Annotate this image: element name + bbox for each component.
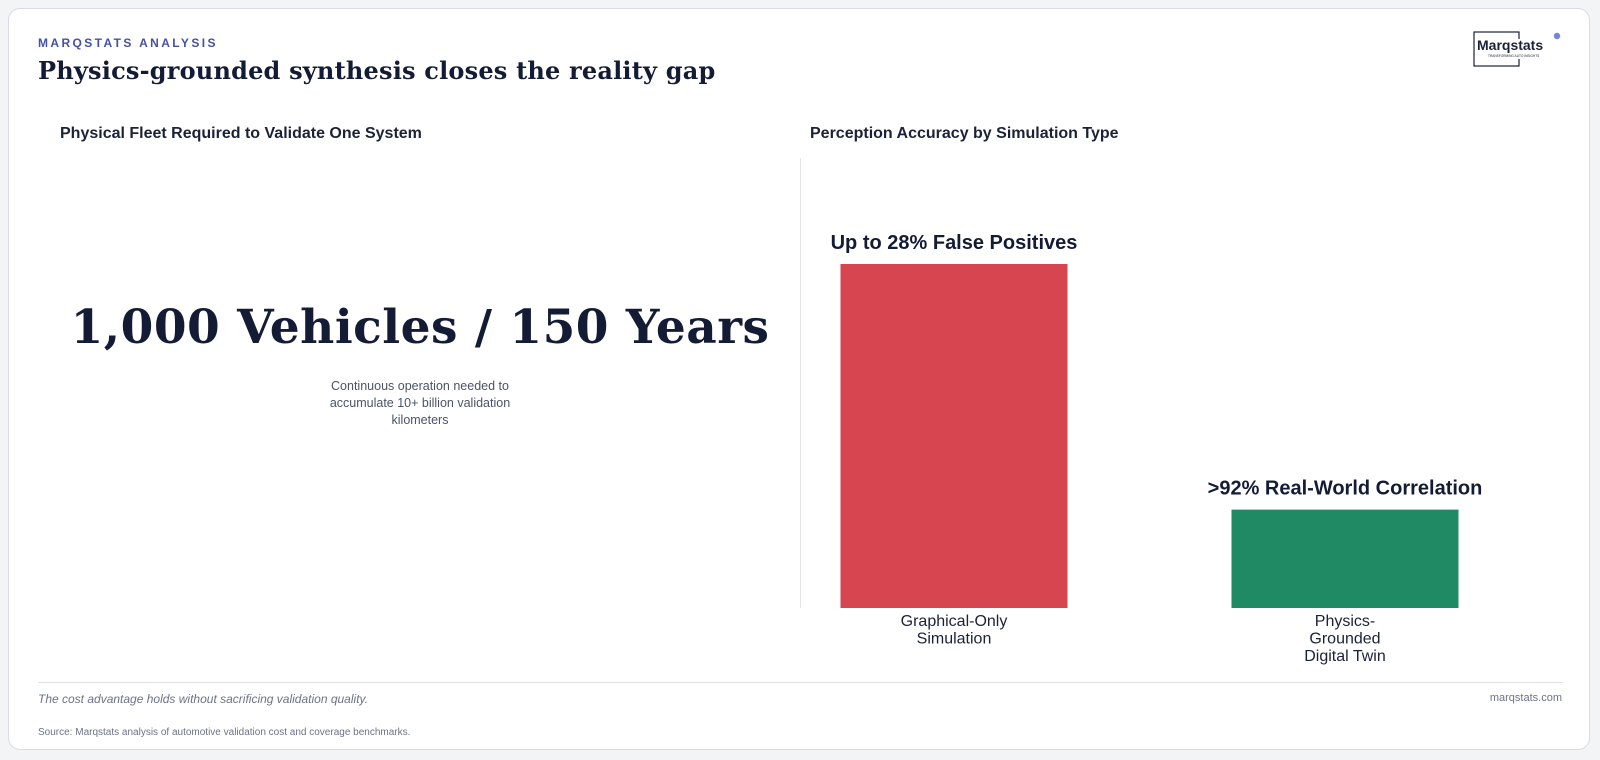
footer-note: The cost advantage holds without sacrifi… — [38, 692, 368, 706]
logo-dot — [1553, 32, 1561, 40]
eyebrow-label: MARQSTATS ANALYSIS — [38, 36, 218, 50]
category-tick-label: Digital Twin — [1304, 648, 1386, 665]
perception-accuracy-chart: Up to 28% False Positives Graphical-OnlyS… — [831, 232, 1483, 665]
bar-data-label: >92% Real-World Correlation — [1208, 478, 1483, 500]
category-tick-label: Simulation — [917, 631, 992, 648]
marqstats-logo: Marqstats TRANSFORMING AUTO INSIGHTS — [1473, 31, 1561, 67]
category-tick-label: Physics- — [1315, 613, 1375, 630]
logo-wordmark: Marqstats — [1477, 37, 1543, 53]
logo-frame-gap — [1513, 39, 1523, 59]
page-title: Physics-grounded synthesis closes the re… — [38, 56, 716, 85]
left-panel-title: Physical Fleet Required to Validate One … — [60, 125, 422, 142]
footer-divider — [38, 682, 1563, 683]
right-panel-title: Perception Accuracy by Simulation Type — [810, 125, 1119, 142]
bar-1 — [840, 264, 1068, 608]
bar-data-label: Up to 28% False Positives — [831, 232, 1078, 254]
bar-2 — [1231, 509, 1459, 608]
caption-line: accumulate 10+ billion validation — [329, 396, 511, 410]
chart-card — [8, 8, 1590, 750]
big-stat-caption: Continuous operation needed to accumulat… — [320, 378, 520, 429]
source-note: Source: Marqstats analysis of automotive… — [38, 727, 411, 738]
category-tick-label: Grounded — [1309, 631, 1380, 648]
logo-tagline: TRANSFORMING AUTO INSIGHTS — [1488, 54, 1539, 58]
big-stat-value: 1,000 Vehicles / 150 Years — [70, 300, 770, 355]
caption-line: Continuous operation needed to — [331, 379, 509, 393]
site-link[interactable]: marqstats.com — [1489, 692, 1562, 704]
category-tick-label: Graphical-Only — [901, 613, 1008, 630]
caption-line: kilometers — [391, 413, 449, 427]
panel-divider — [800, 158, 801, 608]
